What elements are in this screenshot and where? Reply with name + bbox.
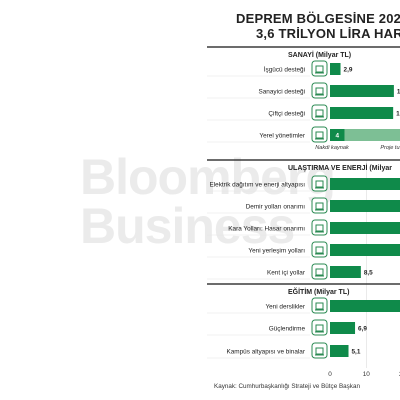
building-icon bbox=[311, 126, 328, 143]
bar-segment-label: 4 bbox=[335, 133, 339, 140]
bar bbox=[330, 63, 341, 75]
bar bbox=[330, 107, 394, 119]
section-title: ULAŞTIRMA VE ENERJİ (Milyar bbox=[288, 164, 392, 172]
source-note: Kaynak: Cumhurbaşkanlığı Strateji ve Büt… bbox=[214, 383, 360, 390]
icon-frame bbox=[311, 241, 328, 258]
icon-glyph bbox=[315, 180, 324, 188]
bar bbox=[330, 322, 356, 334]
icon-frame bbox=[311, 197, 328, 214]
bar-value-label: 5,1 bbox=[352, 349, 361, 356]
title-line-2: 3,6 TRİLYON LİRA HARC bbox=[256, 26, 400, 41]
bar bbox=[330, 244, 400, 256]
icon-glyph bbox=[315, 202, 324, 210]
section-title: EĞİTİM (Milyar TL) bbox=[288, 287, 349, 296]
row-label: Kara Yolları: Hasar onarımı bbox=[228, 226, 305, 233]
chart-title: DEPREM BÖLGESİNE 2025 3,6 TRİLYON LİRA H… bbox=[0, 11, 400, 41]
watermark-line-2: Business bbox=[80, 198, 295, 254]
icon-glyph bbox=[315, 246, 324, 254]
row-label: Yeni yerleşim yolları bbox=[248, 248, 305, 255]
icon-glyph bbox=[315, 87, 324, 95]
bar-value-label: 17,6 bbox=[397, 89, 400, 96]
row-label: Demir yolları onarımı bbox=[246, 204, 306, 211]
tractor-icon bbox=[311, 104, 328, 121]
x-tick-label: 10 bbox=[363, 371, 371, 378]
train-icon bbox=[311, 197, 328, 214]
x-tick-label: 0 bbox=[328, 371, 332, 378]
bar bbox=[330, 85, 394, 97]
icon-frame bbox=[311, 175, 328, 192]
row-label: Yerel yönetimler bbox=[259, 133, 305, 140]
row-label: Yeni derslikler bbox=[265, 304, 305, 311]
truck-icon bbox=[311, 219, 328, 236]
row-label: Kampüs altyapısı ve binalar bbox=[226, 349, 305, 356]
icon-glyph bbox=[315, 109, 324, 117]
bar bbox=[330, 300, 400, 312]
bar bbox=[330, 178, 400, 190]
bar bbox=[330, 266, 361, 278]
icon-glyph bbox=[315, 224, 324, 232]
school-icon bbox=[311, 297, 328, 314]
row-label: Kent içi yollar bbox=[267, 270, 306, 277]
icon-glyph bbox=[315, 302, 324, 310]
power-tower-icon bbox=[311, 175, 328, 192]
row-label: Sanayici desteği bbox=[258, 89, 305, 96]
icon-frame bbox=[311, 342, 328, 359]
bar-value-label: 17,4 bbox=[396, 111, 400, 118]
city-road-icon bbox=[311, 263, 328, 280]
title-line-1: DEPREM BÖLGESİNE 2025 bbox=[236, 11, 400, 26]
bar-segment bbox=[344, 129, 400, 141]
icon-glyph bbox=[315, 347, 324, 355]
icon-frame bbox=[311, 126, 328, 143]
bar bbox=[330, 345, 349, 357]
row-label: Güçlendirme bbox=[269, 326, 306, 333]
bar bbox=[330, 200, 400, 212]
icon-glyph bbox=[315, 324, 324, 332]
watermark-line-1: Bloomberg bbox=[80, 149, 336, 205]
bar-segment bbox=[330, 129, 345, 141]
road-icon bbox=[311, 241, 328, 258]
icon-glyph bbox=[315, 131, 324, 139]
icon-frame bbox=[311, 263, 328, 280]
icon-glyph bbox=[315, 268, 324, 276]
row-label: Elektrik dağıtım ve enerji altyapısı bbox=[209, 182, 305, 189]
people-icon bbox=[311, 60, 328, 77]
legend-item: Nakdi kaynak bbox=[315, 145, 350, 151]
row-label: İşgücü desteği bbox=[264, 65, 305, 74]
bar-value-label: 6,9 bbox=[358, 326, 367, 333]
icon-frame bbox=[311, 82, 328, 99]
campus-icon bbox=[311, 342, 328, 359]
crane-icon bbox=[311, 319, 328, 336]
bar-value-label: 8,5 bbox=[364, 270, 373, 277]
factory-icon bbox=[311, 82, 328, 99]
bar-value-label: 2,9 bbox=[344, 67, 353, 74]
section-title: SANAYİ (Milyar TL) bbox=[288, 51, 351, 59]
icon-frame bbox=[311, 219, 328, 236]
icon-frame bbox=[311, 60, 328, 77]
bar bbox=[330, 222, 400, 234]
icon-frame bbox=[311, 297, 328, 314]
icon-frame bbox=[311, 104, 328, 121]
icon-frame bbox=[311, 319, 328, 336]
legend-item: Proje tutarı bbox=[380, 145, 400, 151]
row-label: Çiftçi desteği bbox=[268, 111, 305, 118]
icon-glyph bbox=[315, 65, 324, 73]
